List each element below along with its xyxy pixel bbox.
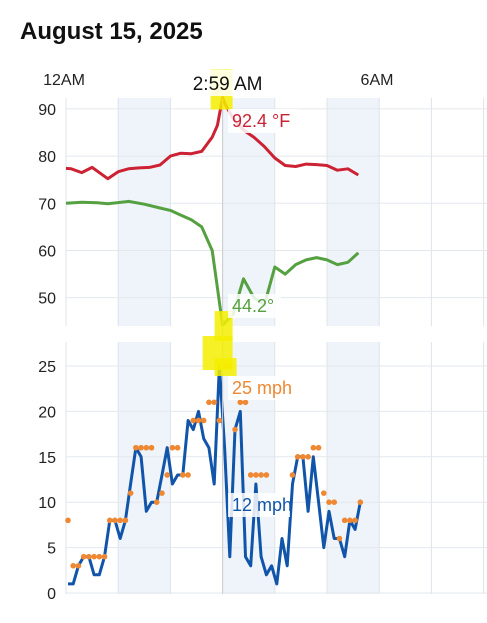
gust-dot	[263, 472, 270, 478]
highlight-marker	[214, 311, 233, 342]
gust-dot	[138, 444, 144, 451]
y-tick-label: 10	[38, 495, 56, 512]
shade-band-bottom	[327, 342, 380, 594]
gust-dot	[206, 399, 212, 406]
series-line-dew	[65, 199, 360, 327]
gust-dot	[101, 553, 108, 560]
gust-dot	[195, 417, 202, 424]
gust-dot	[80, 553, 87, 560]
gust-dot	[174, 444, 181, 451]
gust-dot	[300, 454, 306, 460]
gust-dot	[91, 553, 97, 560]
y-tick-label: 20	[38, 404, 56, 421]
x-tick-label: 12AM	[43, 72, 85, 89]
y-tick-label: 15	[38, 450, 56, 467]
gust-dot	[117, 517, 123, 524]
gust-dot	[112, 517, 118, 524]
gust-value-label: 25 mph	[232, 378, 292, 398]
gust-dot	[180, 472, 186, 478]
gust-dot	[200, 417, 207, 424]
wind-value-label-bg	[228, 493, 290, 517]
gust-dot	[315, 444, 322, 451]
gust-dot	[106, 517, 113, 524]
y-tick-label: 80	[38, 149, 56, 166]
y-tick-label: 60	[38, 243, 56, 260]
gust-dot	[211, 399, 217, 406]
gust-dot	[326, 499, 332, 506]
cursor-time-bg	[182, 70, 265, 96]
shade-band-bottom	[118, 342, 171, 594]
gust-dot	[216, 417, 223, 424]
gust-dot	[65, 517, 71, 524]
gust-dot	[247, 472, 254, 478]
gust-dot	[289, 472, 296, 478]
gust-dot	[305, 454, 311, 460]
gust-dot	[190, 417, 197, 424]
temp-value-label-bg	[228, 109, 299, 133]
gust-dot	[237, 399, 244, 406]
page-title: August 15, 2025	[20, 18, 203, 45]
series-line-wind	[68, 364, 362, 586]
wind-value-label: 12 mph	[232, 495, 292, 515]
shade-band-top	[327, 98, 380, 326]
gust-value-label-bg	[228, 376, 290, 400]
gust-dot	[159, 490, 165, 496]
y-tick-label: 25	[38, 359, 56, 376]
gust-dot	[294, 454, 301, 460]
gust-dot	[133, 444, 139, 451]
gust-dot	[122, 517, 129, 524]
gust-dot	[347, 517, 353, 524]
series-line-temp	[65, 96, 360, 181]
y-tick-label: 5	[47, 541, 56, 558]
gust-dot	[153, 499, 160, 506]
y-tick-label: 90	[38, 102, 56, 119]
gust-dot	[169, 444, 176, 451]
gust-dot	[331, 499, 338, 506]
cursor-time-label: 2:59 AM	[193, 74, 263, 95]
gust-dot	[127, 490, 134, 496]
gust-dot	[148, 444, 155, 451]
gust-dot	[341, 517, 348, 524]
dewpoint-value-label: 44.2°	[232, 296, 274, 316]
gust-dot	[320, 490, 327, 496]
dewpoint-value-label-bg	[228, 294, 281, 318]
y-tick-label: 70	[38, 196, 56, 213]
gust-dot	[96, 553, 103, 560]
gust-dot	[357, 499, 364, 506]
gust-dot	[164, 472, 170, 478]
y-tick-label: 50	[38, 291, 56, 308]
gust-dot	[86, 553, 92, 560]
gust-dot	[242, 399, 249, 406]
gust-dot	[185, 472, 191, 478]
gust-dot	[143, 444, 150, 451]
shade-band-top	[118, 98, 171, 326]
highlight-marker	[214, 358, 237, 376]
y-tick-label: 0	[47, 586, 56, 603]
gust-dot	[70, 562, 77, 569]
x-tick-label: 6AM	[361, 72, 394, 89]
gust-dot	[232, 426, 238, 433]
gust-dot	[352, 517, 358, 524]
gust-dot	[253, 472, 259, 478]
gust-dot	[310, 444, 317, 451]
gust-dot	[258, 472, 264, 478]
temp-value-label: 92.4 °F	[232, 111, 290, 131]
gust-dot	[75, 562, 82, 569]
gust-dot	[336, 535, 343, 542]
